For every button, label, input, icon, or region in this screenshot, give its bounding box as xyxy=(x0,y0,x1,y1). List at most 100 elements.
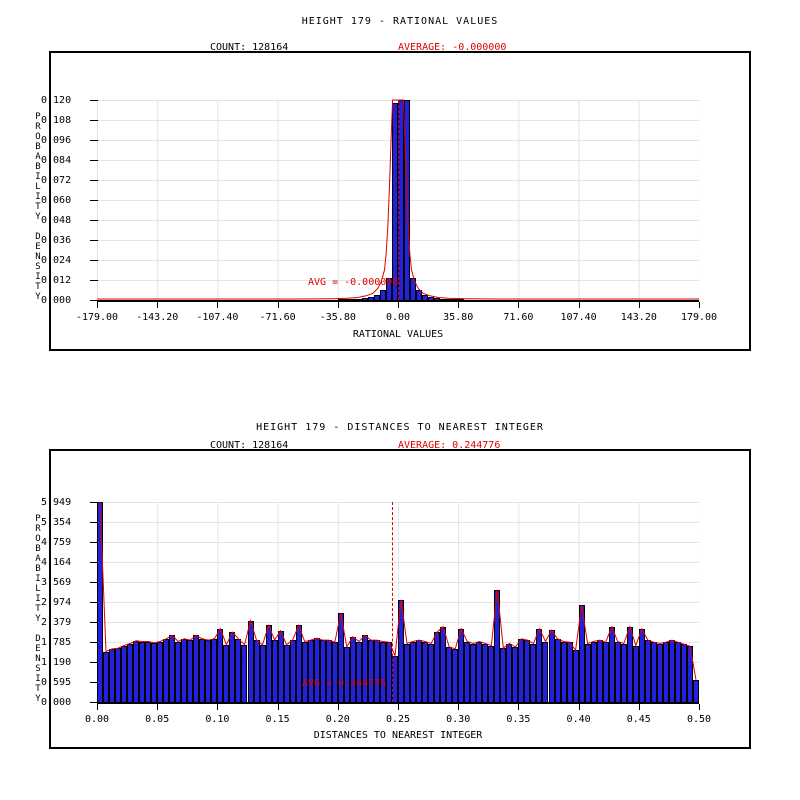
histogram-bar xyxy=(355,298,362,300)
histogram-bar xyxy=(349,299,356,300)
y-tick-label: 1.785 xyxy=(41,637,72,648)
y-tick xyxy=(90,180,98,181)
x-tick-label: 35.80 xyxy=(443,312,474,323)
histogram-bar xyxy=(428,296,435,300)
x-tick xyxy=(217,704,219,710)
histogram-bar xyxy=(596,640,603,702)
x-tick xyxy=(578,704,580,710)
histogram-bar xyxy=(434,298,441,300)
x-tick xyxy=(157,704,159,710)
chart-frame xyxy=(49,51,751,351)
y-tick xyxy=(90,200,98,201)
histogram-bar xyxy=(656,643,663,702)
histogram-bar xyxy=(115,648,122,702)
average-line xyxy=(398,100,399,300)
x-tick-label: 179.00 xyxy=(680,312,718,323)
histogram-bar xyxy=(644,640,651,702)
x-tick xyxy=(699,704,700,710)
x-tick-label: 0.45 xyxy=(626,714,651,725)
y-tick-label: 2.974 xyxy=(41,597,72,608)
histogram-bar xyxy=(307,640,314,702)
histogram-bar xyxy=(668,640,675,702)
x-tick-label: 0.15 xyxy=(265,714,290,725)
histogram-bar xyxy=(440,298,447,300)
plot-area xyxy=(97,501,699,704)
x-tick-label: 0.25 xyxy=(385,714,411,725)
x-tick xyxy=(398,302,399,308)
histogram-bar xyxy=(379,290,386,300)
y-tick xyxy=(90,280,98,281)
x-tick-label: 107.40 xyxy=(560,312,597,323)
x-tick-label: -35.80 xyxy=(319,312,356,323)
histogram-bar xyxy=(343,299,350,300)
x-tick xyxy=(97,704,98,710)
histogram-bar xyxy=(325,640,332,702)
x-tick-label: 0.40 xyxy=(566,714,591,725)
x-tick-label: 0.10 xyxy=(205,714,230,725)
x-tick-label: 0.00 xyxy=(84,714,110,725)
y-tick-label: 0.024 xyxy=(41,255,72,266)
histogram-bar xyxy=(151,642,158,702)
histogram-bar xyxy=(361,298,368,300)
average-line xyxy=(391,502,393,702)
histogram-bar xyxy=(404,643,411,702)
y-tick-label: 0.096 xyxy=(41,135,72,146)
x-tick xyxy=(578,302,580,308)
histogram-bar xyxy=(373,294,380,300)
histogram-bar xyxy=(452,299,459,300)
y-tick-label: 5.949 xyxy=(41,497,72,508)
y-tick xyxy=(90,562,98,563)
histogram-bar xyxy=(482,643,489,702)
y-tick xyxy=(90,602,98,603)
histogram-bar xyxy=(385,278,392,300)
histogram-bar xyxy=(692,679,699,702)
x-tick xyxy=(518,302,520,308)
y-tick-label: 4.759 xyxy=(41,537,72,548)
y-tick xyxy=(90,662,98,663)
histogram-bar xyxy=(446,299,453,300)
y-tick xyxy=(90,702,98,703)
x-tick xyxy=(458,704,460,710)
x-tick xyxy=(277,302,279,308)
y-tick xyxy=(90,120,98,121)
y-axis-title: P R O B A B I L I T Y D E N S I T Y xyxy=(35,112,41,302)
density-curve xyxy=(99,501,697,680)
average-label: AVERAGE: 0.244776 xyxy=(398,440,501,451)
y-tick-label: 0.012 xyxy=(41,275,72,286)
x-tick xyxy=(398,704,399,710)
y-tick-label: 0.000 xyxy=(41,697,72,708)
y-tick xyxy=(90,582,98,583)
y-tick xyxy=(90,502,98,503)
x-tick xyxy=(337,704,339,710)
x-tick-label: 0.35 xyxy=(506,714,531,725)
rational-values-histogram: HEIGHT 179 - RATIONAL VALUES COUNT: 1281… xyxy=(0,0,800,396)
x-tick-label: 143.20 xyxy=(620,312,657,323)
y-tick-label: 0.108 xyxy=(41,115,72,126)
x-tick xyxy=(277,704,279,710)
y-tick-label: 0.048 xyxy=(41,215,72,226)
y-tick xyxy=(90,542,98,543)
average-annotation: AVG = -0.000000 xyxy=(308,277,399,288)
chart-title: HEIGHT 179 - DISTANCES TO NEAREST INTEGE… xyxy=(256,422,544,433)
histogram-bar xyxy=(205,640,212,702)
y-tick-label: 1.190 xyxy=(41,657,72,668)
plot-area xyxy=(97,99,699,302)
histogram-bar xyxy=(319,640,326,702)
x-tick xyxy=(638,302,640,308)
y-tick-label: 4.164 xyxy=(41,557,72,568)
y-tick-label: 3.569 xyxy=(41,577,72,588)
x-tick xyxy=(518,704,520,710)
x-tick-label: -107.40 xyxy=(196,312,239,323)
y-tick-label: 2.379 xyxy=(41,617,72,628)
x-tick-label: 0.20 xyxy=(325,714,350,725)
x-tick-label: -179.00 xyxy=(75,312,119,323)
y-tick-label: 0.036 xyxy=(41,235,72,246)
histogram-bar xyxy=(373,640,380,702)
x-tick xyxy=(97,302,98,308)
y-axis-title: P R O B A B I L I T Y D E N S I T Y xyxy=(35,514,41,704)
x-tick xyxy=(699,302,700,308)
histogram-bar xyxy=(620,643,627,702)
y-tick xyxy=(90,642,98,643)
x-tick-label: -143.20 xyxy=(136,312,179,323)
